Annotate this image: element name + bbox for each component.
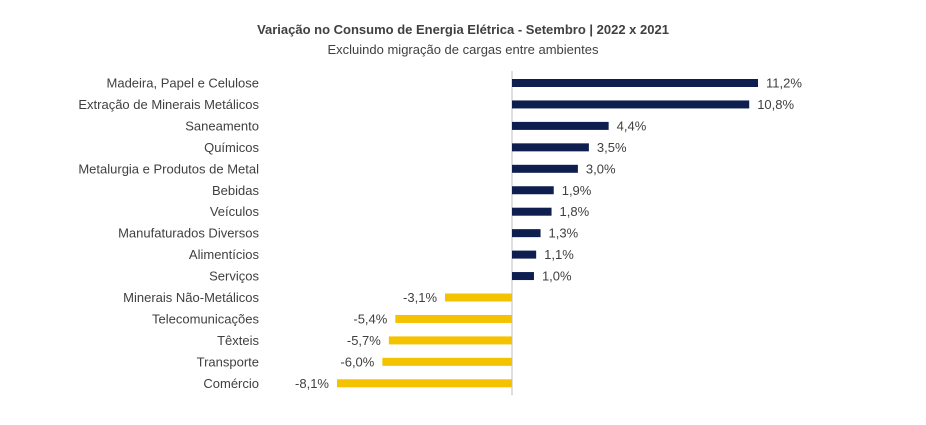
- data-label: 1,8%: [560, 204, 590, 219]
- category-label: Químicos: [204, 140, 259, 155]
- data-label: -3,1%: [403, 290, 437, 305]
- bar: [512, 272, 534, 281]
- category-label: Serviços: [209, 269, 259, 284]
- bar: [512, 121, 609, 130]
- data-label: -5,7%: [347, 333, 381, 348]
- category-label: Transporte: [197, 354, 259, 369]
- data-label: 3,0%: [586, 161, 616, 176]
- category-label: Têxteis: [217, 333, 259, 348]
- data-label: 1,9%: [562, 183, 592, 198]
- bar: [512, 79, 758, 87]
- category-label: Manufaturados Diversos: [118, 226, 259, 241]
- chart-subtitle: Excluindo migração de cargas entre ambie…: [327, 42, 599, 57]
- category-label: Madeira, Papel e Celulose: [107, 76, 259, 91]
- bar: [512, 100, 750, 109]
- data-label: 3,5%: [597, 140, 627, 155]
- bar: [395, 314, 512, 323]
- bar: [512, 164, 578, 173]
- data-label: 11,2%: [766, 76, 802, 91]
- data-label: -5,4%: [353, 311, 387, 326]
- category-label: Saneamento: [185, 118, 259, 133]
- data-label: -6,0%: [340, 354, 374, 369]
- category-label: Bebidas: [212, 183, 259, 198]
- category-label: Veículos: [210, 204, 260, 219]
- data-label: 1,3%: [549, 226, 579, 241]
- data-label: 1,0%: [542, 269, 572, 284]
- bar: [512, 229, 541, 238]
- category-label: Extração de Minerais Metálicos: [78, 97, 259, 112]
- bar: [382, 357, 512, 366]
- bar: [388, 336, 512, 345]
- category-label: Comércio: [203, 376, 259, 391]
- bar: [337, 379, 512, 388]
- data-label: 4,4%: [617, 118, 647, 133]
- category-label: Minerais Não-Metálicos: [123, 290, 259, 305]
- category-label: Alimentícios: [189, 247, 260, 262]
- bar: [512, 207, 552, 216]
- data-label: 10,8%: [757, 97, 794, 112]
- bar: [445, 293, 512, 302]
- data-label: 1,1%: [544, 247, 574, 262]
- chart-title: Variação no Consumo de Energia Elétrica …: [257, 22, 669, 37]
- category-label: Telecomunicações: [152, 311, 259, 326]
- data-label: -8,1%: [295, 376, 329, 391]
- bar: [512, 186, 554, 195]
- bar: [512, 143, 589, 152]
- bar: [512, 250, 537, 259]
- category-label: Metalurgia e Produtos de Metal: [78, 161, 259, 176]
